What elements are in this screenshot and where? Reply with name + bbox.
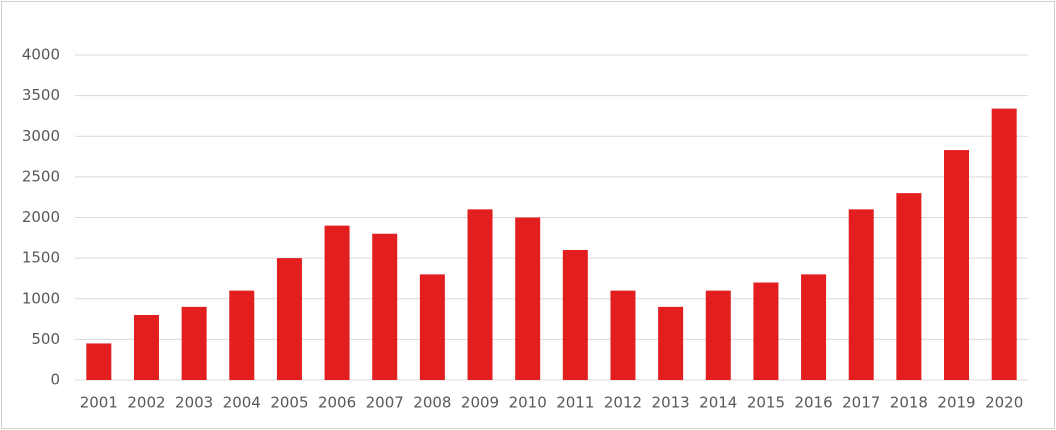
bar	[753, 282, 779, 380]
bar	[86, 343, 112, 380]
x-tick-label: 2010	[509, 394, 547, 412]
bar	[658, 306, 684, 380]
x-tick-label: 2004	[223, 394, 261, 412]
x-tick-label: 2008	[413, 394, 451, 412]
y-tick-label: 1000	[22, 289, 60, 307]
bar	[324, 225, 350, 380]
x-tick-label: 2002	[127, 394, 165, 412]
x-tick-label: 2009	[461, 394, 499, 412]
x-tick-label: 2007	[366, 394, 404, 412]
bar	[276, 258, 302, 380]
bar	[896, 193, 922, 380]
x-tick-label: 2012	[604, 394, 642, 412]
x-tick-label: 2020	[985, 394, 1023, 412]
x-tick-label: 2016	[794, 394, 832, 412]
x-tick-label: 2017	[842, 394, 880, 412]
x-tick-label: 2006	[318, 394, 356, 412]
x-tick-label: 2014	[699, 394, 737, 412]
bar	[419, 274, 445, 380]
bar	[229, 290, 255, 380]
y-tick-label: 2500	[22, 167, 60, 185]
bar	[515, 217, 541, 380]
bar	[610, 290, 636, 380]
bar	[848, 209, 874, 380]
x-tick-label: 2019	[937, 394, 975, 412]
bar	[991, 108, 1017, 380]
bar	[372, 233, 398, 380]
bar	[467, 209, 493, 380]
x-tick-label: 2013	[652, 394, 690, 412]
y-tick-label: 2000	[22, 208, 60, 226]
y-tick-label: 0	[50, 371, 60, 389]
bar	[944, 150, 970, 380]
y-tick-label: 3000	[22, 127, 60, 145]
x-tick-label: 2015	[747, 394, 785, 412]
x-tick-label: 2011	[556, 394, 594, 412]
y-tick-label: 3500	[22, 86, 60, 104]
y-tick-label: 1500	[22, 249, 60, 267]
y-tick-label: 4000	[22, 46, 60, 64]
y-tick-label: 500	[31, 330, 60, 348]
bar	[562, 250, 588, 380]
x-tick-label: 2005	[270, 394, 308, 412]
x-tick-label: 2001	[80, 394, 118, 412]
bar	[801, 274, 827, 380]
x-tick-label: 2003	[175, 394, 213, 412]
bar	[181, 306, 207, 380]
bar	[705, 290, 731, 380]
x-tick-label: 2018	[890, 394, 928, 412]
bar	[133, 315, 159, 380]
